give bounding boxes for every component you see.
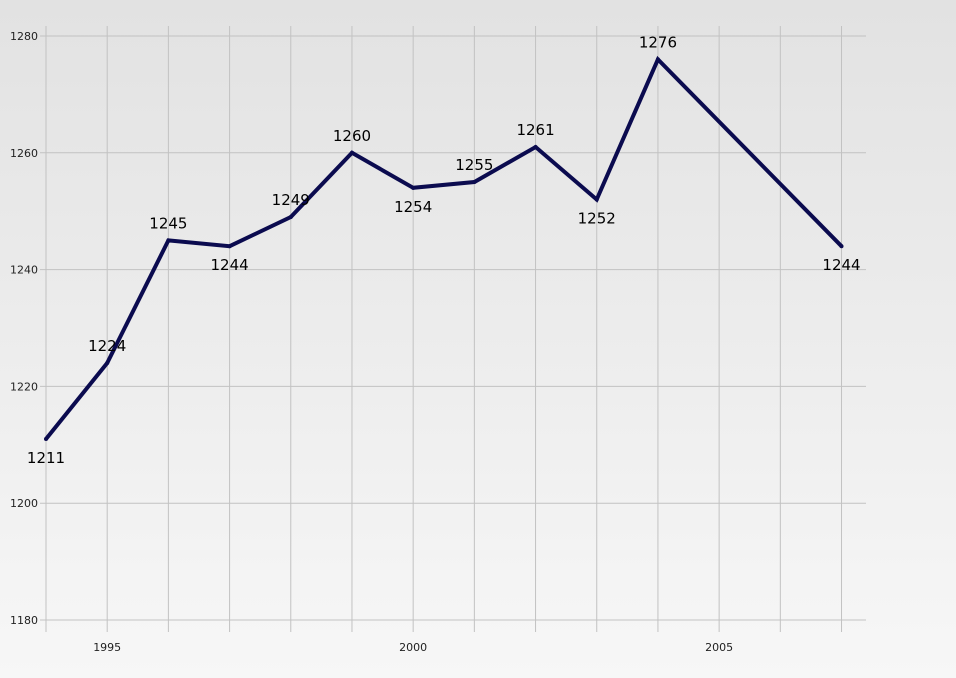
data-label: 1244 bbox=[822, 256, 860, 274]
data-label: 1260 bbox=[333, 127, 371, 145]
data-label: 1255 bbox=[455, 156, 493, 174]
data-point bbox=[105, 361, 110, 366]
data-label: 1261 bbox=[516, 121, 554, 139]
x-tick-label: 2005 bbox=[705, 641, 733, 654]
data-point bbox=[44, 436, 48, 441]
data-point bbox=[411, 185, 416, 190]
data-label: 1254 bbox=[394, 198, 432, 216]
data-label: 1245 bbox=[149, 214, 187, 232]
y-tick-label: 1280 bbox=[10, 30, 38, 43]
data-labels: 1211 1224 1245 1244 1249 1260 1254 1255 1261 1252… bbox=[27, 33, 861, 467]
data-label: 1249 bbox=[272, 191, 310, 209]
data-label: 1224 bbox=[88, 337, 126, 355]
data-label: 1211 bbox=[27, 449, 65, 467]
x-tick-label: 2000 bbox=[399, 641, 427, 654]
y-tick-label: 1180 bbox=[10, 614, 38, 627]
axes: 1180 1200 1220 1240 1260 1280 1995 2000 2005 bbox=[10, 30, 733, 654]
data-point bbox=[349, 150, 354, 155]
data-label: 1252 bbox=[578, 210, 616, 228]
x-tick-label: 1995 bbox=[93, 641, 121, 654]
data-point bbox=[288, 215, 293, 220]
y-tick-label: 1240 bbox=[10, 264, 38, 277]
data-point bbox=[839, 244, 844, 249]
grid bbox=[40, 26, 866, 632]
data-label: 1276 bbox=[639, 33, 677, 51]
y-tick-label: 1220 bbox=[10, 380, 38, 393]
data-point bbox=[655, 57, 660, 62]
series-line bbox=[44, 55, 843, 441]
data-point bbox=[533, 144, 538, 149]
data-point bbox=[472, 180, 477, 184]
data-point bbox=[166, 238, 171, 243]
y-tick-label: 1260 bbox=[10, 147, 38, 160]
data-label: 1244 bbox=[210, 256, 248, 274]
data-point bbox=[594, 197, 599, 202]
series bbox=[44, 55, 844, 441]
data-point bbox=[227, 244, 232, 249]
y-tick-label: 1200 bbox=[10, 497, 38, 510]
